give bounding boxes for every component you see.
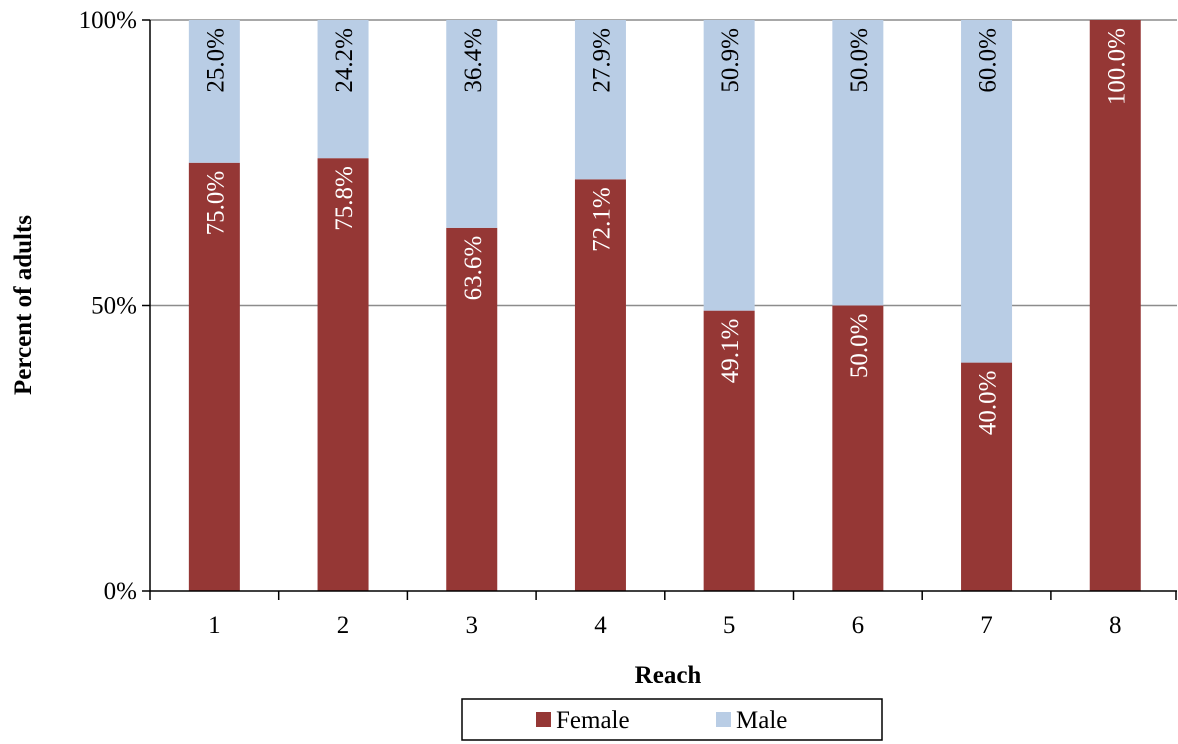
bar-male xyxy=(703,20,755,311)
bar-male xyxy=(188,20,240,163)
x-axis-title: Reach xyxy=(635,662,702,689)
data-label: 72.1% xyxy=(588,187,615,252)
bar-male xyxy=(317,20,369,159)
data-label: 50.9% xyxy=(717,28,744,93)
y-axis-title: Percent of adults xyxy=(10,215,37,395)
x-tick-label: 1 xyxy=(208,612,221,639)
bar-male xyxy=(446,20,498,228)
bar-male xyxy=(574,20,626,180)
legend-border xyxy=(461,698,883,741)
data-label: 50.0% xyxy=(846,28,873,93)
data-label: 63.6% xyxy=(460,236,487,301)
legend-swatch-female xyxy=(536,712,551,727)
legend-swatch-male xyxy=(716,712,731,727)
data-label: 75.0% xyxy=(202,171,229,236)
y-tick-label: 0% xyxy=(104,578,137,605)
bar-female xyxy=(188,162,240,591)
data-label: 24.2% xyxy=(331,28,358,93)
bar-female xyxy=(574,179,626,591)
x-tick-label: 8 xyxy=(1109,612,1122,639)
x-tick-label: 2 xyxy=(337,612,350,639)
x-tick-label: 4 xyxy=(594,612,607,639)
data-label: 60.0% xyxy=(975,28,1002,93)
x-tick-label: 6 xyxy=(852,612,865,639)
axes: 0% 50% 100% 1 2 3 4 5 6 7 8 xyxy=(79,7,1177,639)
y-tick-label: 50% xyxy=(91,293,137,320)
data-label: 27.9% xyxy=(588,28,615,93)
bar-male xyxy=(832,20,884,306)
data-labels: 75.0% 25.0% 75.8% 24.2% 63.6% 36.4% 72.1% 27.9%… xyxy=(202,28,1130,435)
bar-female xyxy=(703,310,755,591)
legend-label-female: Female xyxy=(556,707,630,734)
bar-male xyxy=(961,20,1013,363)
data-label: 50.0% xyxy=(846,314,873,379)
legend: Female Male xyxy=(461,698,883,741)
x-tick-label: 5 xyxy=(723,612,736,639)
data-label: 100.0% xyxy=(1103,28,1130,105)
bar-female xyxy=(446,227,498,591)
bar-female xyxy=(317,158,369,591)
x-tick-label: 7 xyxy=(980,612,993,639)
bars xyxy=(188,20,1141,591)
data-label: 40.0% xyxy=(975,371,1002,436)
data-label: 36.4% xyxy=(460,28,487,93)
legend-label-male: Male xyxy=(736,707,787,734)
data-label: 49.1% xyxy=(717,319,744,384)
x-tick-label: 3 xyxy=(466,612,479,639)
gridlines xyxy=(150,19,1177,307)
y-tick-label: 100% xyxy=(79,7,137,34)
data-label: 25.0% xyxy=(202,28,229,93)
bar-female xyxy=(1089,20,1141,591)
bar-female xyxy=(832,305,884,591)
data-label: 75.8% xyxy=(331,166,358,231)
bar-female xyxy=(961,362,1013,591)
